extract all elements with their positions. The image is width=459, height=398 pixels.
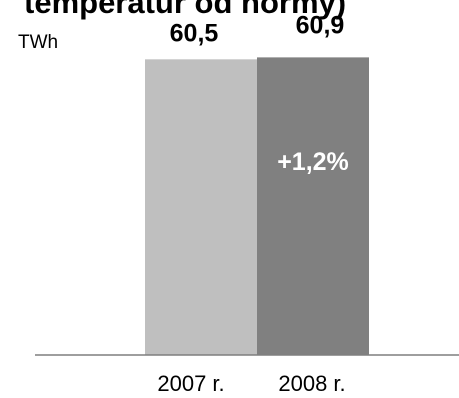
bar-2007-r — [145, 59, 257, 355]
labels-layer: 60,5 2007 r. 60,9 2008 r. +1,2% — [157, 11, 348, 396]
bar-2008-r — [257, 57, 369, 356]
x-tick-label: 2008 r. — [278, 371, 345, 396]
x-tick-label: 2007 r. — [157, 371, 224, 396]
growth-annotation: +1,2% — [277, 148, 349, 176]
value-label: 60,9 — [296, 11, 345, 39]
chart-title: temperatur od normy) — [24, 0, 346, 20]
value-label: 60,5 — [170, 19, 219, 47]
unit-label: TWh — [18, 32, 58, 53]
bars-layer — [145, 57, 369, 356]
